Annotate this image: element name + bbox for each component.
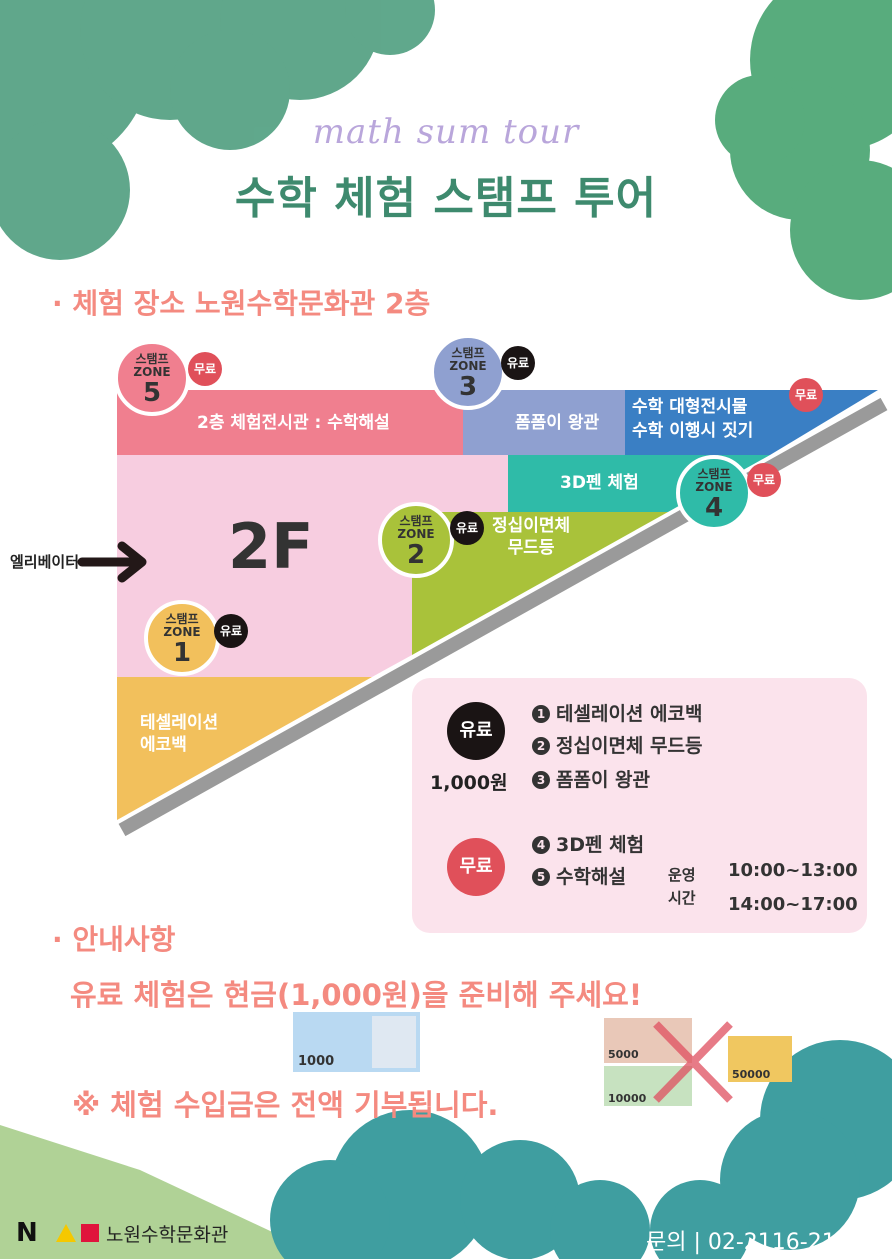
stamp-zone4: 스탬프 ZONE 4 [676,455,752,531]
subtitle-script: math sum tour [312,112,580,152]
fee-badge-exhibit: 무료 [789,378,823,412]
area-zone5 [117,390,463,455]
banknote-1000-value: 1000 [298,1054,335,1069]
fee-badge-zone2: 유료 [450,511,484,545]
cloud-top-right [715,0,892,300]
exhibit-label-2: 수학 이행시 짓기 [632,421,754,441]
cross-mark-icon [653,1021,733,1103]
contact-phone: 문의 | 02-2116-2181 [646,1230,864,1255]
elevator-label: 엘리베이터 [10,553,80,571]
exhibit-label-1: 수학 대형전시물 [632,397,748,417]
logo-square [81,1224,99,1242]
zone3-label: 폼폼이 왕관 [515,413,600,433]
paid-badge: 유료 [447,702,505,760]
page-title: 수학 체험 스탬프 투어 [234,173,658,224]
stamp-zone5: 스탬프 ZONE 5 [114,340,190,416]
fee-badge-zone3: 유료 [501,346,535,380]
zone4-label: 3D펜 체험 [560,473,639,493]
free-item-4: 4 3D펜 체험 [532,830,644,857]
notice-heading: · 안내사항 [52,923,176,956]
fee-badge-zone1: 유료 [214,614,248,648]
fee-badge-zone4: 무료 [747,463,781,497]
banknote-10000-value: 10000 [608,1092,647,1105]
zone2-label: 정십이면체 무드등 [492,516,571,559]
paid-item-1: 1 테셀레이션 에코백 [532,699,702,726]
notice-cash: 유료 체험은 현금(1,000원)을 준비해 주세요! [70,978,643,1012]
zone5-label: 2층 체험전시관 : 수학해설 [197,413,390,433]
banknote-50000-value: 50000 [732,1068,771,1081]
free-item-5: 5 수학해설 [532,862,626,889]
stamp-zone2: 스탬프 ZONE 2 [378,502,454,578]
hours-slot-1: 10:00~13:00 [728,860,858,881]
cloud-top-left [0,0,435,260]
logo-triangle [56,1224,76,1242]
fee-badge-zone5: 무료 [188,352,222,386]
location-heading: · 체험 장소 노원수학문화관 2층 [52,287,431,320]
hours-slot-2: 14:00~17:00 [728,894,858,915]
zone1-label: 테셀레이션 에코백 [140,713,219,756]
notice-donation: ※ 체험 수입금은 전액 기부됩니다. [72,1088,499,1122]
area-zone1 [117,677,372,820]
logo-letter: N [16,1218,38,1248]
logo-text: 노원수학문화관 [106,1224,229,1246]
hours-label: 운영 시간 [668,866,696,908]
area-zone3 [463,390,625,455]
stamp-zone3: 스탬프 ZONE 3 [430,334,506,410]
paid-price: 1,000원 [430,772,508,794]
arrow-icon [77,541,147,583]
free-badge: 무료 [447,838,505,896]
banknote-50000 [728,1036,792,1082]
cloud-bottom [270,1040,892,1259]
paid-item-2: 2 정십이면체 무드등 [532,731,702,758]
area-zone2 [412,512,668,655]
stamp-zone1: 스탬프 ZONE 1 [144,600,220,676]
banknote-5000-value: 5000 [608,1048,639,1061]
floor-label: 2F [228,510,314,583]
paid-item-3: 3 폼폼이 왕관 [532,765,650,792]
